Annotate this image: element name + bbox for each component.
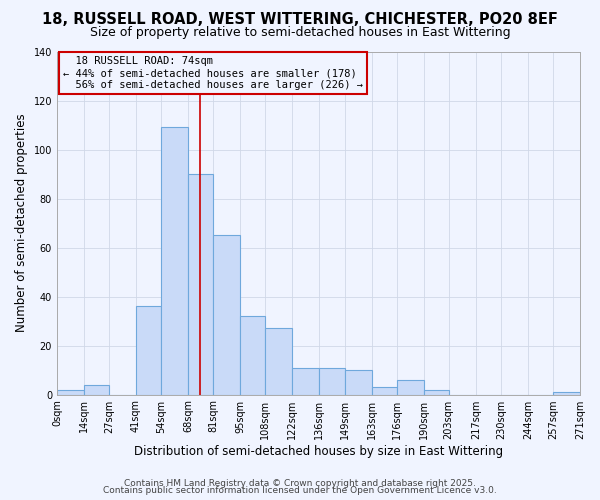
Bar <box>424 390 449 394</box>
Bar <box>319 368 344 394</box>
X-axis label: Distribution of semi-detached houses by size in East Wittering: Distribution of semi-detached houses by … <box>134 444 503 458</box>
Bar <box>265 328 292 394</box>
Bar <box>188 174 213 394</box>
Bar <box>161 128 188 394</box>
Bar <box>84 385 109 394</box>
Text: Size of property relative to semi-detached houses in East Wittering: Size of property relative to semi-detach… <box>89 26 511 39</box>
Bar <box>292 368 319 394</box>
Bar <box>553 392 580 394</box>
Y-axis label: Number of semi-detached properties: Number of semi-detached properties <box>15 114 28 332</box>
Text: Contains HM Land Registry data © Crown copyright and database right 2025.: Contains HM Land Registry data © Crown c… <box>124 478 476 488</box>
Bar <box>136 306 161 394</box>
Text: 18 RUSSELL ROAD: 74sqm
← 44% of semi-detached houses are smaller (178)
  56% of : 18 RUSSELL ROAD: 74sqm ← 44% of semi-det… <box>63 56 363 90</box>
Bar <box>240 316 265 394</box>
Bar <box>57 390 84 394</box>
Bar <box>344 370 371 394</box>
Text: Contains public sector information licensed under the Open Government Licence v3: Contains public sector information licen… <box>103 486 497 495</box>
Text: 18, RUSSELL ROAD, WEST WITTERING, CHICHESTER, PO20 8EF: 18, RUSSELL ROAD, WEST WITTERING, CHICHE… <box>42 12 558 28</box>
Bar <box>213 236 240 394</box>
Bar <box>371 387 397 394</box>
Bar <box>397 380 424 394</box>
